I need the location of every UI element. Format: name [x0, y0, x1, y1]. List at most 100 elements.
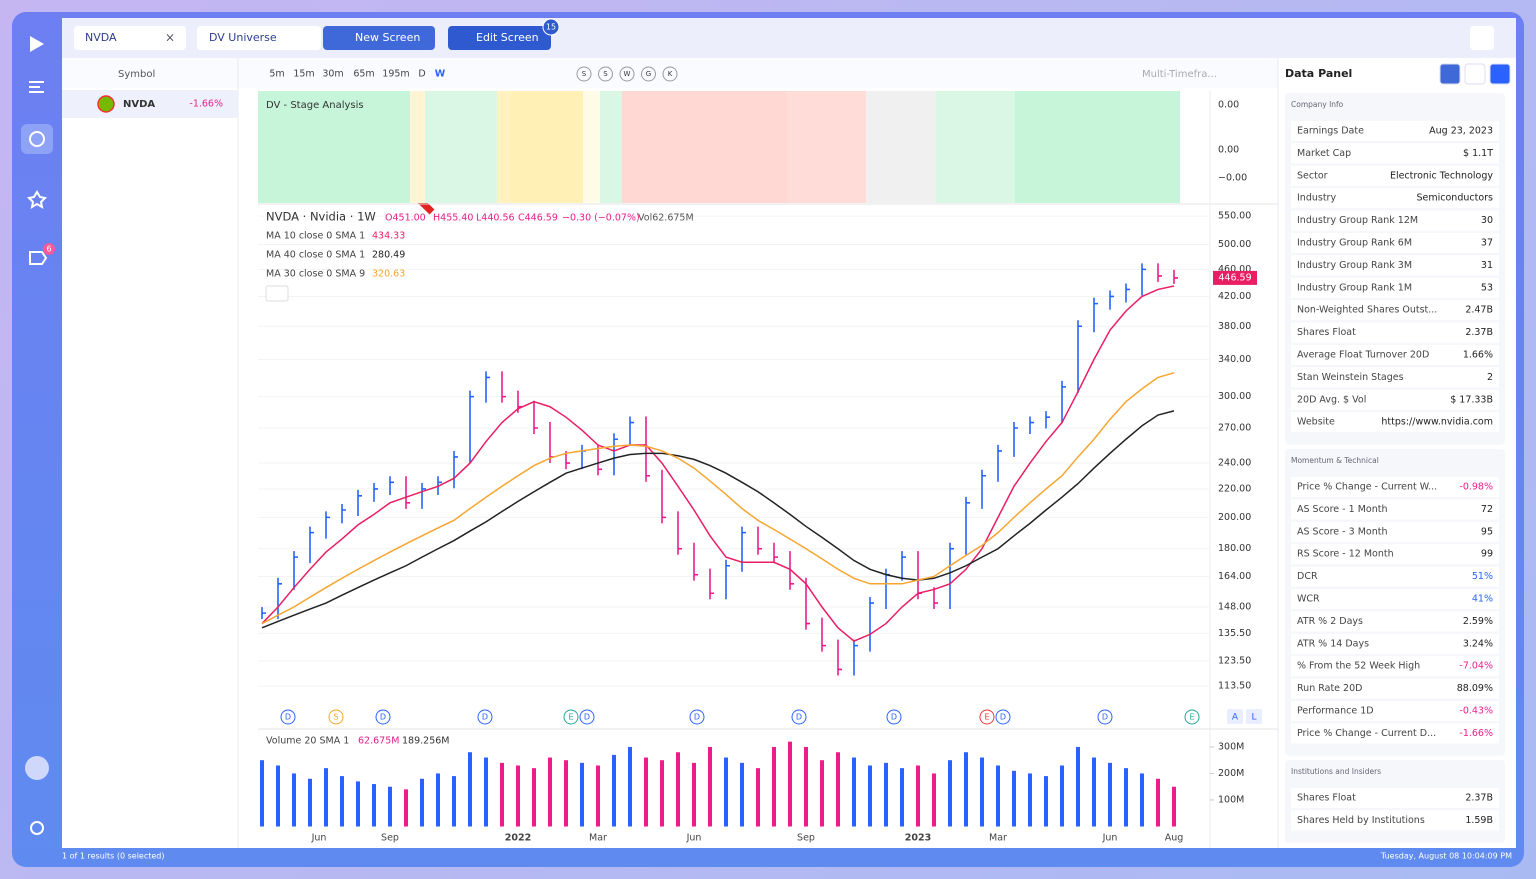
volume-bar: [1092, 757, 1096, 827]
event-letter[interactable]: S: [333, 713, 338, 722]
panel-row: [1291, 788, 1499, 808]
collapse-button[interactable]: [265, 285, 289, 302]
button-label[interactable]: New Screen: [355, 31, 420, 44]
marker-button[interactable]: [1227, 709, 1243, 724]
interval[interactable]: 15m: [293, 69, 314, 80]
toolbar-button[interactable]: [598, 66, 613, 82]
x-tick-label: Aug: [1165, 833, 1184, 844]
toolbar-letter[interactable]: W: [624, 70, 631, 78]
interval[interactable]: 195m: [382, 69, 409, 80]
y-tick-label: 500.00: [1218, 239, 1251, 250]
row-value: -0.43%: [1459, 706, 1493, 717]
y-tick-label: 300.00: [1218, 391, 1251, 402]
toolbar-letter[interactable]: S: [582, 70, 587, 78]
event-letter[interactable]: D: [1102, 713, 1108, 722]
volume-bar: [548, 757, 552, 827]
event-letter[interactable]: D: [380, 713, 386, 722]
price-bar: [1013, 422, 1018, 457]
volume-bar: [948, 760, 952, 827]
interval[interactable]: W: [435, 69, 446, 80]
indicator-tick: −0.00: [1218, 173, 1247, 184]
panel-button[interactable]: [1489, 63, 1511, 85]
row-label: % From the 52 Week High: [1297, 661, 1420, 672]
tab[interactable]: [74, 26, 186, 50]
toolbar-button[interactable]: [619, 66, 635, 82]
quote: C446.59: [518, 213, 558, 224]
event-marker[interactable]: [563, 709, 579, 725]
event-marker[interactable]: [328, 709, 344, 725]
toolbar-button[interactable]: [662, 66, 678, 82]
event-marker[interactable]: [1097, 709, 1113, 725]
event-letter[interactable]: E: [1189, 713, 1194, 722]
volume-bar: [836, 752, 840, 827]
marker-letter[interactable]: L: [1251, 713, 1256, 723]
event-marker[interactable]: [689, 709, 705, 725]
event-letter[interactable]: D: [584, 713, 590, 722]
event-letter[interactable]: D: [796, 713, 802, 722]
toolbar-letter[interactable]: G: [646, 70, 651, 78]
row[interactable]: [62, 90, 238, 118]
stage-band: [936, 91, 1015, 203]
panel-button[interactable]: [1464, 63, 1486, 85]
event-marker[interactable]: [791, 709, 807, 725]
quote: L440.56: [476, 213, 515, 224]
panel-button[interactable]: [1439, 63, 1461, 85]
y-tick-label: 270.00: [1218, 423, 1251, 434]
row-label: Price % Change - Current W...: [1297, 482, 1437, 493]
event-letter[interactable]: E: [568, 713, 573, 722]
event-marker[interactable]: [1184, 709, 1200, 725]
row-label: 20D Avg. $ Vol: [1297, 394, 1366, 405]
volume-bar: [1060, 765, 1064, 827]
badge: [542, 18, 560, 36]
price-bar: [597, 444, 602, 476]
event-letter[interactable]: D: [1000, 713, 1006, 722]
marker-letter[interactable]: A: [1232, 713, 1239, 723]
event-letter[interactable]: D: [891, 713, 897, 722]
row-label: Stan Weinstein Stages: [1297, 372, 1404, 383]
event-marker[interactable]: [579, 709, 595, 725]
button-label[interactable]: Edit Screen: [476, 31, 539, 44]
volume-legend: 62.675M: [358, 736, 399, 747]
event-letter[interactable]: D: [482, 713, 488, 722]
event-letter[interactable]: D: [285, 713, 291, 722]
price-bar: [453, 450, 458, 489]
price-bar: [725, 559, 730, 600]
price-bar: [629, 416, 634, 446]
interval[interactable]: 30m: [322, 69, 343, 80]
ma-line: [261, 285, 1175, 642]
price-bar: [661, 469, 666, 524]
row-value: 3.24%: [1463, 638, 1493, 649]
button[interactable]: [448, 26, 551, 50]
price-bar: [709, 568, 714, 600]
event-marker[interactable]: [375, 709, 391, 725]
toolbar-button[interactable]: [576, 66, 592, 82]
marker-button[interactable]: [1246, 709, 1262, 724]
toolbar-button[interactable]: [641, 66, 656, 82]
volume-title: Volume 20 SMA 1: [266, 736, 349, 747]
event-marker[interactable]: [477, 709, 493, 725]
volume-bar: [324, 768, 328, 827]
interval[interactable]: 5m: [269, 69, 284, 80]
interval[interactable]: D: [418, 69, 425, 80]
stage-band: [1015, 91, 1180, 203]
event-marker[interactable]: [995, 709, 1011, 725]
event-letter[interactable]: D: [694, 713, 700, 722]
event-marker[interactable]: [979, 709, 995, 725]
tab[interactable]: [197, 26, 321, 50]
price-bar: [741, 526, 746, 572]
button[interactable]: [323, 26, 435, 50]
toolbar-letter[interactable]: S: [603, 70, 608, 78]
toolbar-letter[interactable]: K: [668, 70, 673, 78]
share-button[interactable]: [1470, 26, 1494, 50]
event-marker[interactable]: [886, 709, 902, 725]
event-marker[interactable]: [280, 709, 296, 725]
event-letter[interactable]: E: [984, 713, 989, 722]
column-header[interactable]: Symbol: [118, 69, 155, 80]
volume-bar: [852, 757, 856, 827]
volume-bar: [564, 760, 568, 827]
interval[interactable]: 65m: [353, 69, 374, 80]
x-tick-label: 2022: [505, 833, 531, 844]
panel-row: [1291, 188, 1499, 209]
layout-select[interactable]: Multi-Timefra...: [1142, 69, 1217, 80]
